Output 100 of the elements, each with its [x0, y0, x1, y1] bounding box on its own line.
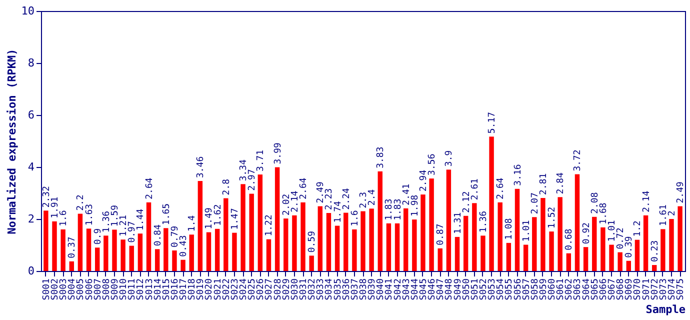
data-label: 3.71: [256, 150, 266, 172]
bar: [172, 250, 177, 271]
x-tick-label: S055: [504, 278, 515, 300]
y-tick-label: 10: [21, 4, 34, 18]
data-label: 1.83: [384, 198, 395, 220]
bar: [224, 198, 228, 271]
bar: [600, 227, 606, 271]
x-tick-label: S008: [102, 278, 112, 300]
bar: [574, 174, 580, 271]
bar: [403, 208, 408, 271]
data-label: 3.83: [376, 146, 386, 168]
bar: [446, 170, 452, 271]
bar: [609, 244, 614, 271]
bar: [258, 174, 263, 271]
x-tick-label: S027: [264, 278, 275, 300]
bar: [532, 217, 537, 271]
y-tick-label: 4: [28, 160, 35, 174]
bar: [660, 229, 666, 271]
x-tick-label: S075: [676, 278, 686, 300]
data-label: 2.2: [76, 194, 86, 211]
data-label: 1.98: [410, 194, 420, 217]
data-label: 1.61: [658, 204, 669, 226]
bar: [94, 248, 100, 271]
data-label: 2.24: [342, 188, 352, 210]
x-tick-label: S071: [642, 278, 652, 300]
data-label: 0.97: [128, 221, 138, 243]
x-tick-label: S012: [136, 278, 146, 300]
data-label: 2.97: [248, 169, 258, 191]
data-label: 3.16: [513, 164, 524, 186]
bar: [154, 249, 160, 271]
data-label: 2.64: [144, 178, 155, 200]
data-label: 1.31: [453, 212, 464, 234]
data-label: 3.99: [273, 142, 284, 164]
bar: [429, 178, 434, 271]
data-label: 2.02: [282, 194, 292, 216]
x-tick-label: S038: [359, 278, 369, 300]
data-label: 3.72: [573, 150, 584, 172]
bar: [480, 236, 486, 271]
x-tick-label: S021: [213, 278, 224, 300]
bar: [369, 208, 374, 271]
x-tick-label: S066: [598, 278, 609, 300]
bar: [60, 229, 66, 271]
bar: [232, 232, 237, 271]
data-label: 1.08: [504, 218, 515, 240]
data-label: 2.07: [530, 192, 540, 214]
x-tick-label: S072: [650, 278, 660, 300]
x-tick-label: S014: [153, 278, 164, 300]
data-label: 2.81: [538, 173, 549, 195]
bar: [394, 223, 400, 271]
data-label: 1.52: [548, 206, 558, 228]
bar: [104, 236, 108, 271]
data-label: 1.44: [136, 208, 146, 231]
bar: [180, 260, 186, 271]
bar: [506, 242, 512, 271]
bar: [120, 240, 126, 271]
bar: [326, 213, 332, 271]
bar: [129, 246, 134, 271]
data-label: 1.63: [84, 204, 95, 226]
bar: [540, 198, 546, 271]
bar: [360, 211, 366, 271]
data-label: 2.4: [368, 189, 378, 206]
bar: [78, 214, 83, 271]
y-tick-label: 2: [28, 212, 34, 226]
x-tick-label: S028: [273, 278, 284, 300]
data-label: 1.65: [162, 203, 172, 226]
x-tick-label: S044: [410, 278, 420, 300]
bar: [44, 210, 48, 271]
data-label: 3.46: [196, 156, 206, 178]
x-tick-label: S058: [530, 278, 540, 300]
data-label: 0.84: [153, 224, 164, 246]
x-tick-label: S073: [658, 278, 669, 300]
bar: [626, 260, 632, 271]
x-tick-label: S043: [402, 278, 412, 300]
x-tick-label: S013: [144, 278, 155, 300]
bar: [206, 232, 212, 271]
data-label: 2.64: [299, 178, 310, 200]
data-label: 0.9: [93, 228, 104, 245]
bar: [146, 202, 152, 271]
bar: [86, 228, 92, 271]
x-tick-label: S029: [282, 278, 292, 300]
x-tick-label: S036: [342, 278, 352, 300]
bar: [420, 194, 426, 271]
data-label: 0.59: [308, 230, 318, 253]
bar: [189, 234, 194, 271]
bar: [412, 220, 417, 271]
data-label: 1.6: [59, 210, 70, 226]
bar: [523, 244, 528, 271]
bar: [284, 218, 288, 271]
bar: [249, 194, 254, 271]
data-label: 2.8: [222, 178, 232, 196]
x-tick-label: S009: [110, 278, 120, 300]
x-tick-label: S052: [478, 278, 489, 300]
y-tick-label: 0: [28, 264, 34, 278]
data-label: 1.01: [522, 220, 532, 242]
data-label: 0.87: [436, 224, 446, 246]
bar: [334, 226, 340, 271]
data-label: 1.49: [204, 208, 215, 230]
data-label: 3.9: [444, 150, 455, 167]
data-label: 2.14: [290, 190, 300, 212]
bar: [52, 221, 57, 271]
